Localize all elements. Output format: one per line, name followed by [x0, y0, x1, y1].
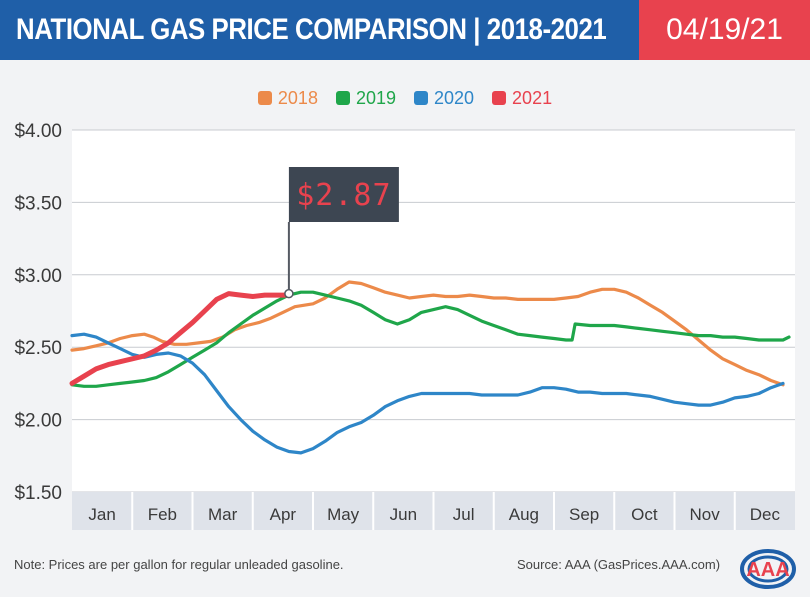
legend-swatch — [492, 91, 507, 105]
legend-label: 2021 — [512, 87, 553, 108]
x-tick-label: Sep — [569, 505, 599, 524]
x-tick-label: Aug — [509, 505, 539, 524]
callout-marker — [284, 288, 294, 299]
y-tick-label: $1.50 — [14, 483, 62, 504]
legend-label: 2020 — [434, 87, 475, 108]
page-title: NATIONAL GAS PRICE COMPARISON | 2018-202… — [16, 13, 607, 46]
legend-label: 2019 — [355, 87, 396, 108]
date-label: 04/19/21 — [666, 13, 783, 46]
callout-value: $2.87 — [296, 178, 391, 213]
legend-item-2019: 2019 — [335, 86, 396, 110]
x-tick-label: Jan — [88, 505, 115, 524]
x-tick-label: Mar — [208, 505, 238, 524]
series-line-2020 — [70, 332, 785, 455]
x-tick-label: Apr — [270, 505, 297, 524]
legend-swatch — [414, 91, 428, 105]
legend-swatch — [257, 91, 272, 105]
date-badge: 04/19/21 — [639, 0, 810, 60]
y-tick-label: $4.00 — [14, 121, 62, 142]
aaa-logo: AAA — [740, 549, 796, 589]
x-tick-label: May — [327, 505, 360, 524]
x-tick-label: Jun — [390, 505, 417, 524]
chart-legend: 2018 2019 2020 2021 — [0, 86, 810, 110]
y-tick-label: $2.50 — [14, 338, 62, 359]
source-credit: Source: AAA (GasPrices.AAA.com) — [517, 557, 721, 572]
series-line-2019 — [70, 290, 791, 388]
legend-item-2018: 2018 — [257, 86, 318, 110]
legend-item-2021: 2021 — [492, 86, 552, 110]
x-tick-label: Dec — [750, 505, 781, 524]
svg-text:AAA: AAA — [746, 559, 789, 581]
callout-box — [288, 167, 399, 222]
y-tick-label: $3.00 — [14, 266, 62, 287]
legend-label: 2018 — [277, 87, 318, 108]
legend-item-2020: 2020 — [414, 86, 474, 110]
footnote: Note: Prices are per gallon for regular … — [14, 557, 344, 572]
x-tick-label: Nov — [690, 505, 721, 524]
x-tick-label: Jul — [453, 505, 475, 524]
y-tick-label: $2.00 — [14, 411, 62, 432]
x-tick-label: Feb — [148, 505, 177, 524]
series-line-2021 — [69, 291, 292, 386]
x-tick-label: Oct — [631, 505, 658, 524]
y-tick-label: $3.50 — [14, 193, 62, 214]
series-line-2018 — [70, 280, 785, 387]
legend-swatch — [335, 91, 350, 105]
